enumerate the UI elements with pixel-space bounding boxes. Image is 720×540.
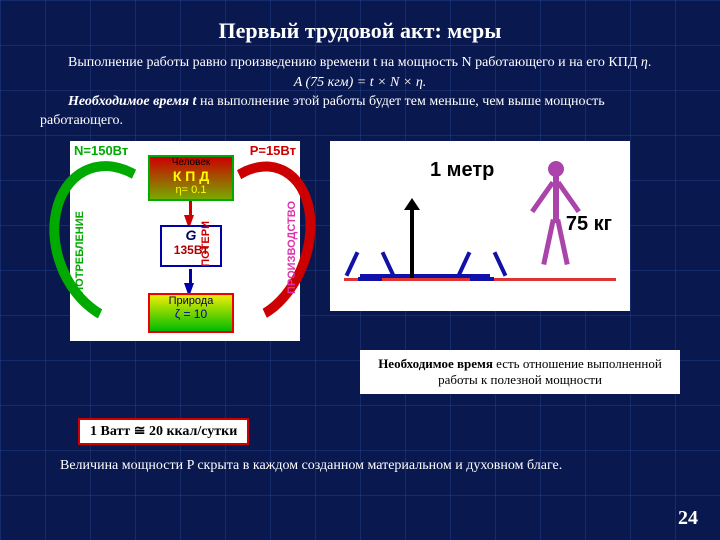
production-label: ПРОИЗВОДСТВО bbox=[286, 201, 298, 294]
kpd-value: η= 0.1 bbox=[150, 184, 232, 196]
p1a: Выполнение работы равно произведению вре… bbox=[68, 55, 641, 70]
time-callout: Необходимое время есть отношение выполне… bbox=[360, 350, 680, 394]
formula: A (75 кгм) = t × N × η. bbox=[40, 75, 680, 91]
human-label: Человек bbox=[150, 157, 232, 168]
zeta-label: ζ = 10 bbox=[150, 307, 232, 321]
eta: η bbox=[641, 55, 648, 70]
page-number: 24 bbox=[678, 507, 698, 530]
diagram-row: N=150Вт P=15Вт Человек К П Д η= 0.1 G 13… bbox=[70, 141, 680, 341]
consumption-label: ПОТРЕБЛЕНИЕ bbox=[74, 211, 86, 295]
p-label: P=15Вт bbox=[250, 143, 296, 158]
bottom-line: Величина мощности P скрыта в каждом созд… bbox=[60, 458, 680, 474]
bench-leg-1 bbox=[358, 277, 382, 281]
paragraph-1: Выполнение работы равно произведению вре… bbox=[40, 54, 680, 73]
callout-bold: Необходимое время bbox=[378, 356, 493, 371]
person-icon bbox=[520, 161, 590, 281]
p2a: Необходимое время t bbox=[68, 94, 196, 109]
nature-box: Природа ζ = 10 bbox=[148, 293, 234, 333]
height-arrow bbox=[410, 208, 414, 278]
watt-box: 1 Ватт ≅ 20 ккал/сутки bbox=[78, 418, 249, 445]
paragraph-2: Необходимое время t на выполнение этой р… bbox=[40, 93, 680, 131]
kpd-diagram: N=150Вт P=15Вт Человек К П Д η= 0.1 G 13… bbox=[70, 141, 300, 341]
page-title: Первый трудовой акт: меры bbox=[40, 18, 680, 44]
lift-diagram: 1 метр 75 кг bbox=[330, 141, 630, 311]
kpd-box: Человек К П Д η= 0.1 bbox=[148, 155, 234, 201]
bench-leg-2 bbox=[470, 277, 494, 281]
g-box: G 135Вт bbox=[160, 225, 222, 267]
nature-label: Природа bbox=[150, 295, 232, 307]
meter-label: 1 метр bbox=[430, 159, 494, 182]
p1b: . bbox=[648, 55, 652, 70]
kpd-label: К П Д bbox=[150, 168, 232, 184]
loss-label: ПОТЕРИ bbox=[200, 221, 212, 267]
n-label: N=150Вт bbox=[74, 143, 128, 158]
